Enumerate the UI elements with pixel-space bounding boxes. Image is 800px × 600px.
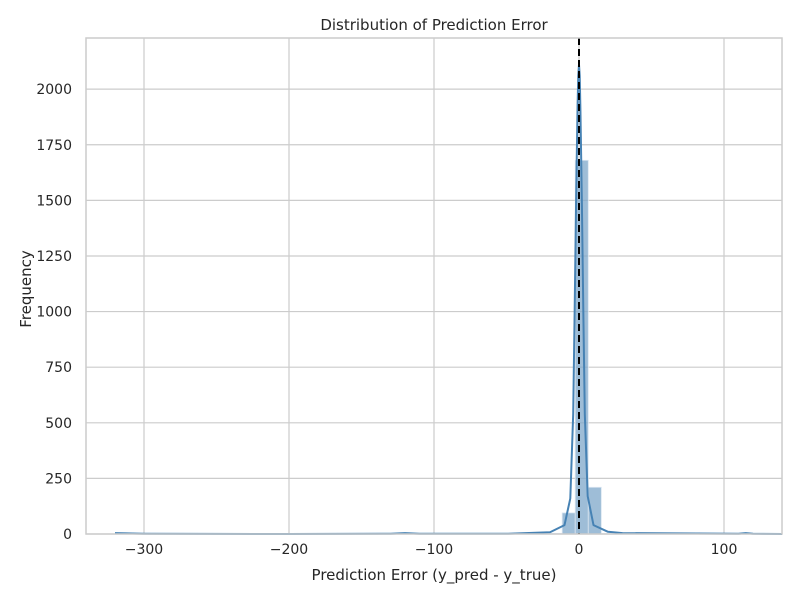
- y-tick-labels: 0 250 500 750 1000 1250 1500 1750 2000: [36, 82, 72, 543]
- kde-curve-group: [114, 63, 783, 535]
- kde-line: [114, 63, 783, 535]
- y-tick-label: 250: [45, 471, 72, 487]
- y-tick-label: 2000: [36, 82, 72, 98]
- grid-lines: [86, 38, 782, 535]
- x-tick-label: 0: [575, 542, 584, 558]
- y-tick-label: 1000: [36, 305, 72, 321]
- x-tick-label: 100: [711, 542, 738, 558]
- x-tick-labels: −300 −200 −100 0 100: [125, 542, 738, 558]
- x-tick-label: −200: [270, 542, 308, 558]
- y-tick-label: 1250: [36, 249, 72, 265]
- x-tick-label: −100: [415, 542, 453, 558]
- y-tick-label: 500: [45, 416, 72, 432]
- y-tick-label: 1500: [36, 193, 72, 209]
- x-axis-label: Prediction Error (y_pred - y_true): [312, 566, 557, 585]
- y-tick-label: 1750: [36, 138, 72, 154]
- y-tick-label: 0: [63, 527, 72, 543]
- chart-title: Distribution of Prediction Error: [320, 16, 548, 34]
- plot-frame: [85, 37, 783, 535]
- y-axis-label: Frequency: [17, 250, 35, 328]
- y-tick-label: 750: [45, 360, 72, 376]
- x-tick-label: −300: [125, 542, 163, 558]
